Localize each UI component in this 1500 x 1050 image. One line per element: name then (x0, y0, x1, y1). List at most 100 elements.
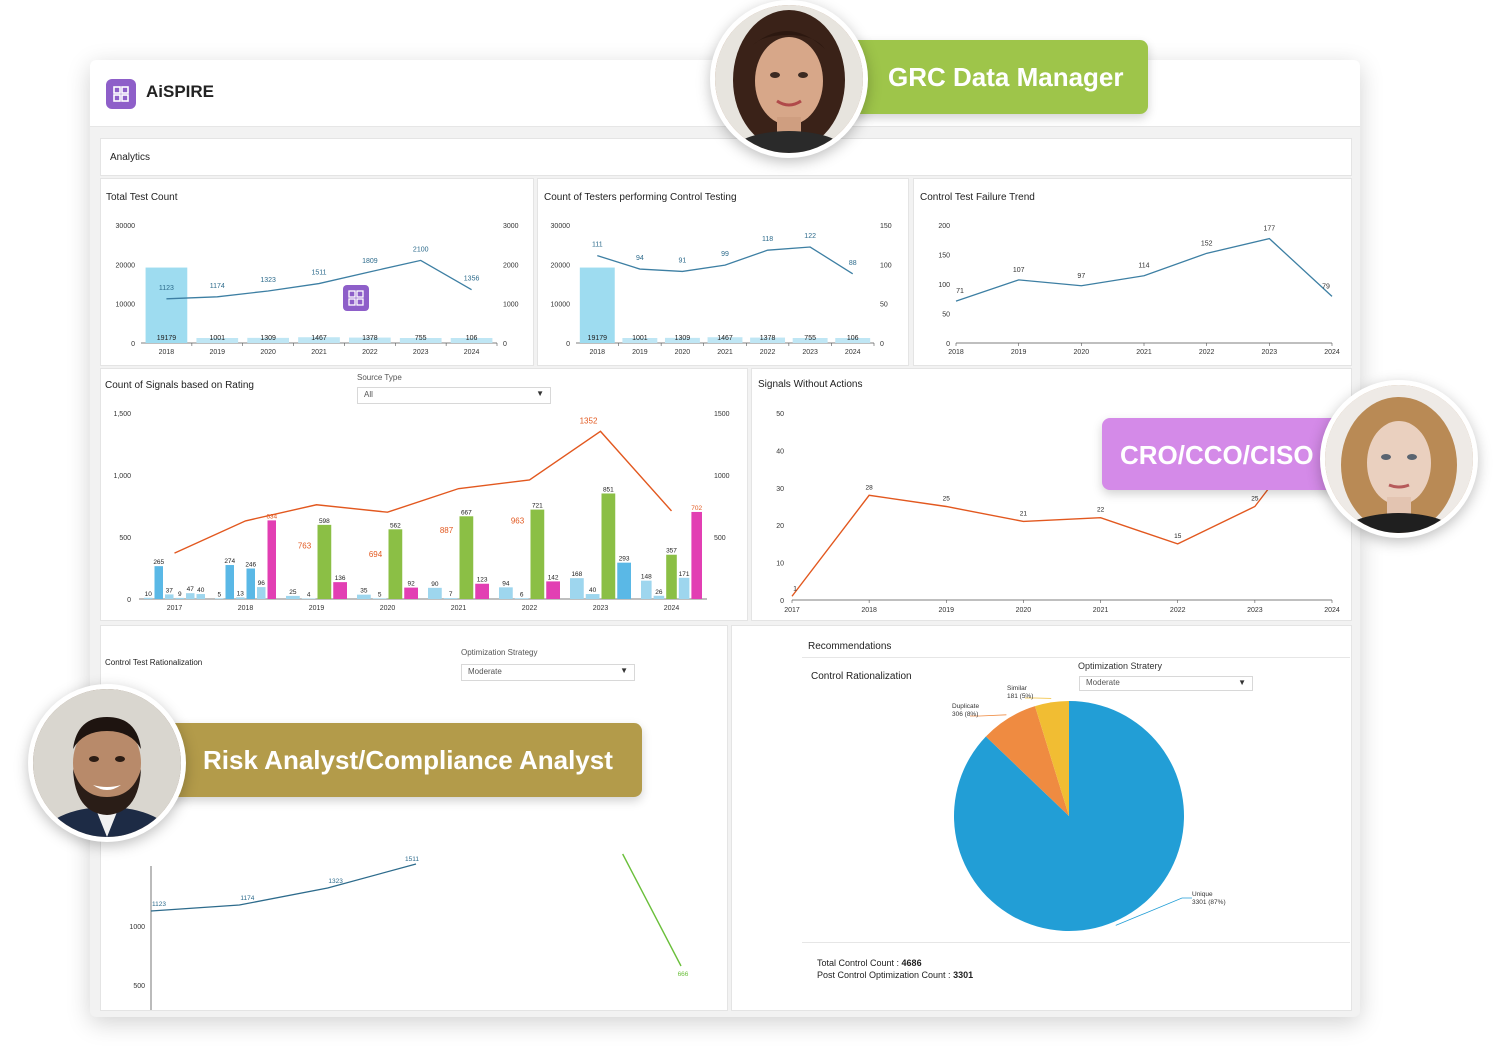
line-data-label: 122 (804, 233, 816, 240)
line-data-label: 97 (1077, 273, 1085, 280)
bar-data-label: 1467 (311, 335, 327, 342)
bar-data-label: 1001 (632, 335, 648, 342)
bar-data-label: 274 (224, 558, 235, 565)
x-tick-label: 2019 (209, 349, 225, 356)
x-tick-label: 2020 (1074, 349, 1090, 356)
bar-data-label: 19179 (588, 335, 608, 342)
y-tick-label: 50 (776, 411, 784, 418)
bar (499, 587, 513, 599)
line-data-label: 1323 (260, 277, 276, 284)
bar-data-label: 40 (589, 587, 597, 594)
bar-data-label: 9 (178, 591, 182, 598)
bar (579, 267, 615, 343)
select-value: Moderate (1086, 678, 1120, 687)
source-type-select[interactable]: All ▼ (357, 387, 551, 404)
y-tick-label: 20000 (116, 262, 136, 269)
pie-slice (985, 706, 1069, 816)
bar-data-label: 142 (548, 574, 559, 581)
bar (144, 597, 153, 599)
line-data-label: 1511 (311, 270, 326, 277)
y-tick-label: 200 (938, 223, 950, 230)
analytics-header: Analytics (100, 138, 1352, 176)
x-tick-label: 2018 (159, 349, 175, 356)
line-data-label: 71 (956, 288, 964, 295)
bar (585, 594, 600, 599)
bar-data-label: 265 (153, 559, 164, 566)
dashboard-icon-cell (356, 298, 364, 306)
pie-leader-line (1115, 897, 1192, 926)
bar-data-label: 148 (641, 574, 652, 581)
chart-testers: 30000 20000 10000 0 150 100 50 0 19179 2018 111 100… (551, 223, 892, 356)
bar (333, 582, 347, 599)
bar (475, 583, 489, 599)
line-data-label: 1809 (362, 258, 378, 265)
line-series (174, 430, 673, 554)
bar-data-label: 106 (466, 335, 478, 342)
dashboard-icon-cell (356, 290, 364, 298)
bar-data-label: 47 (187, 586, 195, 593)
persona-label: GRC Data Manager (888, 62, 1124, 92)
app-title: AiSPIRE (146, 82, 215, 101)
y-tick-label: 40 (776, 448, 784, 455)
panel-subtitle: Control Rationalization (811, 671, 912, 682)
y-tick-label: 0 (946, 341, 950, 348)
line-data-label: 1123 (152, 901, 166, 908)
bar-data-label: 13 (237, 590, 245, 597)
pie-label: Similar (1007, 685, 1028, 692)
bar (317, 524, 332, 599)
bar (357, 594, 371, 599)
y-tick-label: 10 (776, 561, 784, 568)
line-data-label: 79 (1322, 283, 1330, 290)
panel-title: Count of Testers performing Control Test… (544, 192, 737, 203)
panel-title: Control Test Rationalization (105, 658, 203, 667)
bar (225, 565, 234, 599)
optimization-strategy-select[interactable]: Moderate ▼ (461, 664, 635, 681)
line-data-label: 1123 (159, 285, 174, 292)
optimization-strategy-select[interactable]: Moderate ▼ (1079, 676, 1253, 691)
y-tick-label: 0 (780, 598, 784, 605)
line-data-label: 177 (1263, 226, 1275, 233)
bar-data-label: 293 (619, 556, 630, 563)
line-data-label: 1356 (464, 276, 480, 283)
app-logo-icon[interactable] (106, 79, 136, 109)
bar (246, 568, 255, 599)
bar-data-label: 1309 (260, 335, 276, 342)
y-tick-label: 30 (776, 486, 784, 493)
line-data-label: 694 (369, 550, 383, 559)
line-data-label: 99 (721, 251, 729, 258)
y-tick-label: 500 (714, 535, 726, 542)
x-tick-label: 2019 (632, 349, 648, 356)
x-tick-label: 2023 (593, 605, 609, 612)
bar-data-label: 19179 (157, 335, 177, 342)
y-tick-label: 1,500 (113, 411, 131, 418)
y-tick-label: 3000 (503, 223, 519, 230)
bar-data-label: 1378 (362, 335, 378, 342)
y-tick-label: 100 (880, 262, 892, 269)
pie-label: Duplicate (952, 703, 979, 710)
bar (678, 577, 690, 599)
bar-data-label: 1378 (760, 335, 776, 342)
bar (641, 580, 652, 599)
x-tick-label: 2023 (802, 349, 818, 356)
line-data-label: 1511 (405, 856, 419, 863)
bar-data-label: 5 (217, 591, 221, 598)
bar-data-label: 1001 (209, 335, 225, 342)
y-tick-label: 0 (131, 341, 135, 348)
dashboard-icon-cell (348, 298, 356, 306)
bar (450, 338, 493, 343)
pie-value-label: 181 (5%) (1007, 693, 1033, 700)
bar-data-label: 5 (378, 591, 382, 598)
chart-control-test-rationalization: 1000500020182019202020222022202020201123… (129, 853, 689, 1010)
select-value: All (364, 390, 373, 399)
x-tick-label: 2020 (260, 349, 276, 356)
bar-data-label: 667 (461, 509, 472, 516)
bar (154, 566, 163, 599)
y-tick-label: 1,000 (113, 473, 131, 480)
select-value: Moderate (468, 667, 502, 676)
bar-data-label: 40 (197, 587, 205, 594)
x-tick-label: 2021 (1093, 607, 1109, 614)
divider (802, 657, 1350, 658)
line-data-label: 963 (511, 517, 525, 526)
